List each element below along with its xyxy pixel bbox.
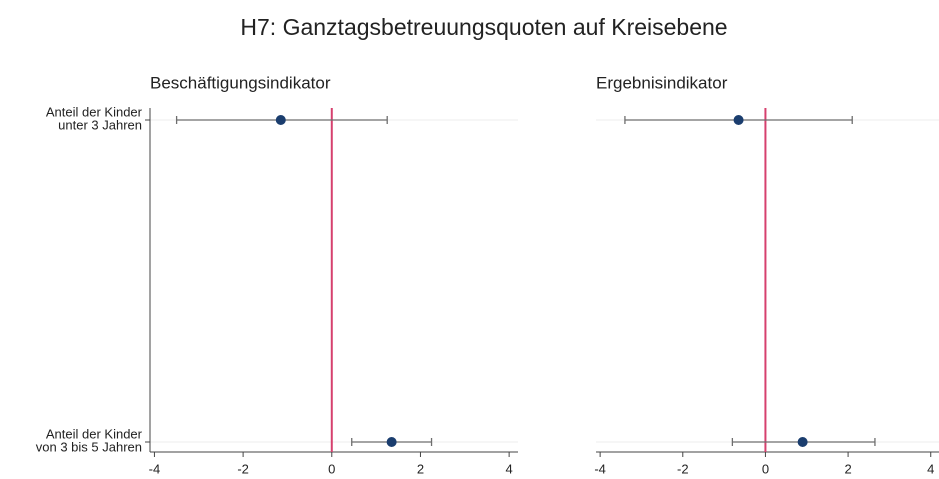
x-tick-label: 4: [927, 461, 934, 476]
x-tick-label: -2: [677, 461, 689, 476]
x-tick-label: -4: [149, 461, 161, 476]
y-tick-label: von 3 bis 5 Jahren: [36, 439, 142, 454]
x-tick-label: 2: [417, 461, 424, 476]
point-estimate: [386, 437, 397, 447]
y-tick-label: Anteil der Kinder: [46, 104, 143, 119]
panel-title: Beschäftigungsindikator: [150, 73, 331, 92]
panel-title: Ergebnisindikator: [596, 73, 728, 92]
chart-title: H7: Ganztagsbetreuungsquoten auf Kreiseb…: [240, 14, 727, 40]
y-tick-label: unter 3 Jahren: [58, 117, 142, 132]
point-estimate: [797, 437, 808, 447]
x-tick-label: -4: [594, 461, 606, 476]
point-estimate: [733, 115, 744, 125]
x-tick-label: -2: [237, 461, 249, 476]
x-tick-label: 0: [328, 461, 335, 476]
x-tick-label: 2: [844, 461, 851, 476]
point-estimate: [275, 115, 286, 125]
x-tick-label: 4: [506, 461, 513, 476]
x-tick-label: 0: [762, 461, 769, 476]
y-tick-label: Anteil der Kinder: [46, 426, 143, 441]
